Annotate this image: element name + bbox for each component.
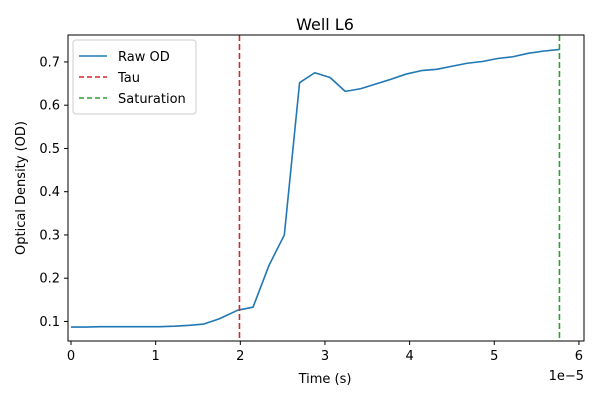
y-tick-label: 0.5 [39,142,60,157]
y-tick-label: 0.4 [39,185,60,200]
legend-label-saturation: Saturation [118,92,186,107]
y-axis-label: Optical Density (OD) [14,121,29,255]
x-tick-label: 5 [490,349,498,364]
legend-box [72,39,197,115]
x-tick-label: 3 [321,349,329,364]
x-tick-label: 4 [405,349,413,364]
legend-label-tau: Tau [117,71,140,86]
chart-title: Well L6 [296,15,354,34]
series-line-raw-od [71,48,560,328]
legend-label-raw-od: Raw OD [118,50,170,65]
y-tick-label: 0.2 [39,272,60,287]
x-tick-label: 2 [236,349,244,364]
y-tick-label: 0.1 [39,315,60,330]
x-tick-label: 0 [67,349,75,364]
plot-frame [67,34,585,342]
x-axis: 0 1 2 3 4 5 6 [67,341,583,364]
y-axis: 0.1 0.2 0.3 0.4 0.5 0.6 0.7 [39,55,68,330]
x-tick-label: 1 [152,349,160,364]
y-tick-label: 0.6 [39,99,60,114]
x-axis-label: Time (s) [298,372,352,387]
y-tick-label: 0.3 [39,228,60,243]
legend: Raw OD Tau Saturation [72,39,197,115]
x-offset-text: 1e−5 [549,369,584,384]
plot-area [71,35,561,341]
y-tick-label: 0.7 [39,55,60,70]
x-tick-label: 6 [575,349,583,364]
